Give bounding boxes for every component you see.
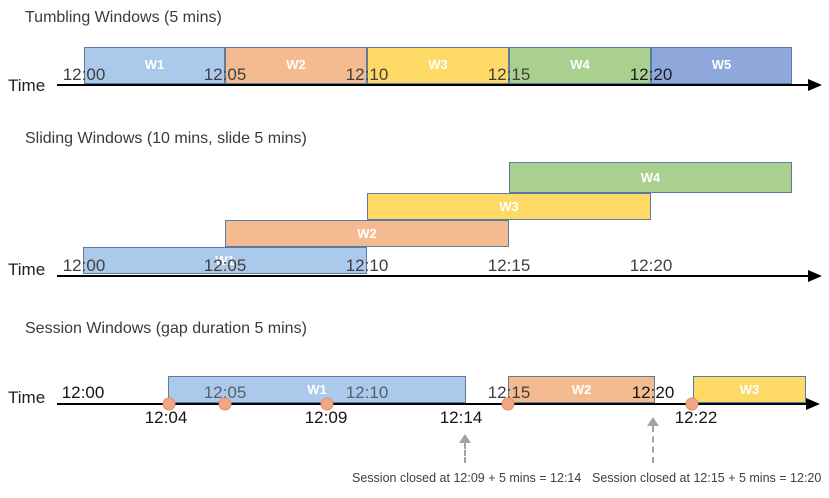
time-axis-label: Time [8, 76, 46, 95]
session-close-annotation: Session closed at 12:09 + 5 mins = 12:14 [352, 471, 582, 485]
tick-label: 12:05 [203, 383, 247, 402]
timeline-arrowhead-icon [808, 270, 822, 282]
tick-label: 12:10 [345, 383, 389, 402]
window-label: W1 [215, 253, 235, 268]
tick-label: 12:20 [629, 65, 673, 84]
timeline-arrowhead-icon [808, 79, 822, 91]
event-dot-icon [218, 397, 232, 411]
window-label: W3 [739, 382, 760, 397]
window-label: W3 [499, 199, 519, 214]
session-window-w1: W1 [168, 376, 466, 403]
section-title: Sliding Windows (10 mins, slide 5 mins) [25, 130, 307, 147]
sliding-window-w4: W4 [509, 162, 792, 193]
timeline [57, 403, 810, 405]
tumbling-window-w5: W5 [651, 47, 792, 84]
tick-label: 12:05 [203, 256, 247, 275]
event-time-label: 12:09 [304, 408, 348, 427]
window-label: W2 [357, 226, 377, 241]
session-close-arrow [652, 426, 654, 463]
session-window-w3: W3 [693, 376, 806, 403]
time-axis-label: Time [8, 260, 46, 279]
session-close-annotation: Session closed at 12:15 + 5 mins = 12:20 [592, 471, 822, 485]
tick-label: 12:20 [631, 383, 675, 402]
event-dot-icon [685, 397, 699, 411]
tumbling-window-w2: W2 [225, 47, 367, 84]
tick-label: 12:15 [487, 383, 531, 402]
event-dot-icon [501, 397, 515, 411]
window-label: W2 [571, 382, 592, 397]
time-axis-label: Time [8, 388, 46, 407]
tumbling-window-w1: W1 [84, 47, 225, 84]
window-label: W4 [640, 170, 661, 185]
window-label: W2 [286, 57, 306, 72]
tick-label: 12:20 [629, 256, 673, 275]
event-time-label: 12:22 [674, 408, 718, 427]
session-window-w2: W2 [508, 376, 655, 403]
tumbling-window-w3: W3 [367, 47, 509, 84]
event-time-label: 12:04 [144, 408, 188, 427]
sliding-window-w1: W1 [83, 247, 367, 274]
sliding-window-w2: W2 [225, 220, 509, 247]
tick-label: 12:00 [62, 256, 106, 275]
tick-label: 12:00 [61, 383, 105, 402]
event-dot-icon [162, 397, 176, 411]
timeline-arrowhead-icon [806, 398, 820, 410]
session-close-arrow-icon [459, 434, 471, 443]
tick-label: 12:05 [203, 65, 247, 84]
timeline [57, 84, 810, 86]
section-title: Session Windows (gap duration 5 mins) [25, 320, 307, 337]
event-time-label: 12:14 [439, 408, 483, 427]
window-label: W3 [428, 57, 448, 72]
tick-label: 12:00 [62, 65, 106, 84]
tick-label: 12:15 [487, 256, 531, 275]
window-label: W4 [570, 57, 590, 72]
timeline [57, 275, 810, 277]
tick-label: 12:15 [487, 65, 531, 84]
session-close-arrow-icon [647, 417, 659, 426]
tumbling-window-w4: W4 [509, 47, 651, 84]
window-label: W5 [711, 57, 732, 72]
tick-label: 12:10 [345, 65, 389, 84]
tick-label: 12:10 [345, 256, 389, 275]
window-label: W1 [144, 57, 165, 72]
event-dot-icon [320, 397, 334, 411]
window-label: W1 [307, 382, 327, 397]
session-close-arrow [464, 443, 466, 463]
sliding-window-w3: W3 [367, 193, 651, 220]
section-title: Tumbling Windows (5 mins) [25, 9, 222, 26]
